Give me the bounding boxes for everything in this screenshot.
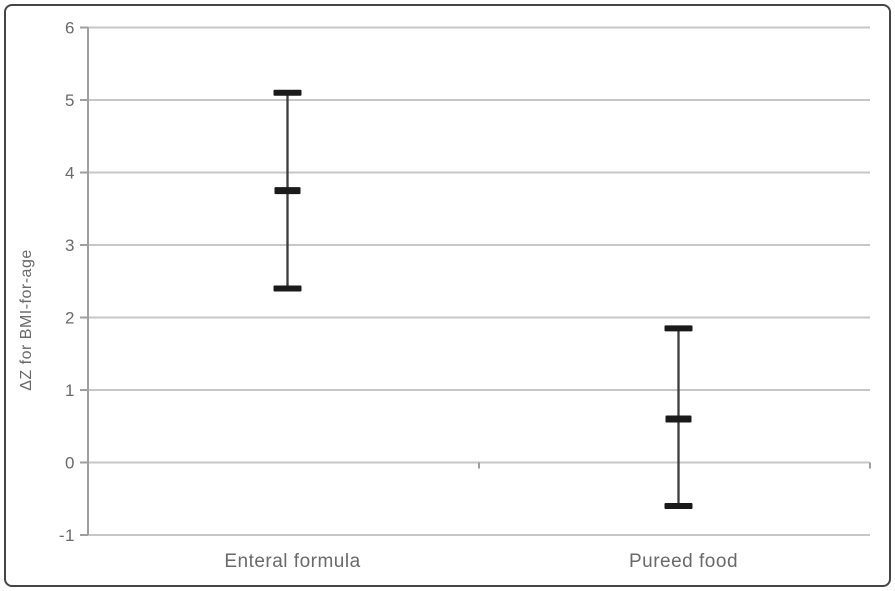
mean-marker — [665, 415, 692, 423]
mean-marker — [274, 187, 301, 195]
y-tick-label: 4 — [65, 164, 75, 183]
y-tick-label: -1 — [59, 526, 75, 545]
y-tick-label: 2 — [65, 309, 75, 328]
y-tick-label: 1 — [65, 381, 75, 400]
chart-border — [4, 4, 891, 587]
error-bar-cap-lower — [664, 503, 693, 509]
error-bar-cap-upper — [664, 325, 693, 332]
y-tick-label: 0 — [65, 454, 75, 473]
y-tick-label: 3 — [65, 236, 75, 255]
x-category-label: Pureed food — [629, 551, 738, 572]
error-bar-cap-upper — [273, 89, 302, 96]
y-tick-label: 5 — [65, 91, 75, 110]
y-tick-label: 6 — [65, 19, 75, 38]
y-axis-title: ΔZ for BMI-for-age — [18, 249, 35, 391]
x-category-label: Enteral formula — [224, 551, 360, 572]
error-bar-cap-lower — [273, 285, 302, 292]
